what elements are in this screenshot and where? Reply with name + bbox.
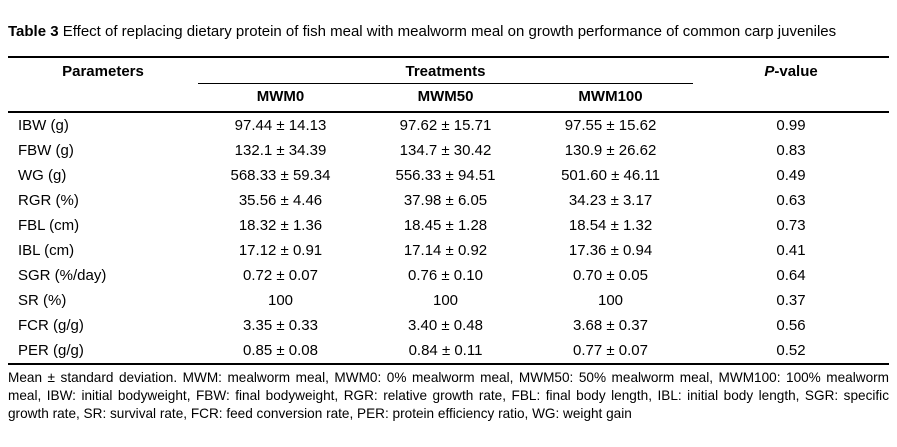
table-row: FBW (g) 132.1 ± 34.39 134.7 ± 30.42 130.… bbox=[8, 138, 889, 163]
row-parameter: FCR (g/g) bbox=[18, 317, 84, 334]
row-parameter: SGR (%/day) bbox=[18, 267, 107, 284]
row-mwm50-value: 0.76 ± 0.10 bbox=[408, 267, 483, 284]
row-mwm0-value: 3.35 ± 0.33 bbox=[243, 317, 318, 334]
pvalue-rest: -value bbox=[774, 63, 818, 81]
row-mwm0-value: 100 bbox=[267, 292, 294, 309]
row-parameter: IBL (cm) bbox=[18, 242, 75, 259]
col-subheader-empty-right bbox=[693, 83, 890, 113]
table-row: WG (g) 568.33 ± 59.34 556.33 ± 94.51 501… bbox=[8, 163, 889, 188]
table-row: FBL (cm) 18.32 ± 1.36 18.45 ± 1.28 18.54… bbox=[8, 213, 889, 238]
row-pvalue: 0.49 bbox=[776, 167, 806, 184]
col-header-mwm100: MWM100 bbox=[528, 83, 694, 113]
table-row: RGR (%) 35.56 ± 4.46 37.98 ± 6.05 34.23 … bbox=[8, 188, 889, 213]
row-pvalue: 0.73 bbox=[776, 217, 806, 234]
row-parameter: PER (g/g) bbox=[8, 338, 198, 365]
header-row-treatments: MWM0 MWM50 MWM100 bbox=[8, 83, 890, 113]
row-parameter: RGR (%) bbox=[18, 192, 79, 209]
row-mwm50-value: 556.33 ± 94.51 bbox=[395, 167, 496, 184]
table-row: IBW (g) 97.44 ± 14.13 97.62 ± 15.71 97.5… bbox=[8, 112, 889, 138]
table-row: SR (%) 100 100 100 0.37 bbox=[8, 288, 889, 313]
row-mwm50-value: 37.98 ± 6.05 bbox=[403, 192, 488, 209]
row-mwm0-value: 568.33 ± 59.34 bbox=[230, 167, 331, 184]
row-pvalue: 0.41 bbox=[776, 242, 806, 259]
header-row-groups: Parameters Treatments P-value bbox=[8, 57, 889, 84]
row-pvalue: 0.99 bbox=[776, 117, 806, 134]
row-mwm100-value: 130.9 ± 26.62 bbox=[564, 142, 657, 159]
row-parameter: FBW (g) bbox=[18, 142, 74, 159]
row-mwm50-value: 17.14 ± 0.92 bbox=[403, 242, 488, 259]
row-mwm100-value: 100 bbox=[598, 292, 624, 309]
table-row: IBL (cm) 17.12 ± 0.91 17.14 ± 0.92 17.36… bbox=[8, 238, 889, 263]
row-mwm50-value: 100 bbox=[432, 292, 459, 309]
table-caption-text: Effect of replacing dietary protein of f… bbox=[58, 23, 837, 40]
row-mwm0-value: 18.32 ± 1.36 bbox=[238, 217, 323, 234]
row-parameter: FBL (cm) bbox=[18, 217, 80, 234]
row-mwm0-value: 0.85 ± 0.08 bbox=[198, 338, 363, 365]
row-mwm100-value: 0.77 ± 0.07 bbox=[528, 338, 694, 365]
row-mwm100-value: 3.68 ± 0.37 bbox=[573, 317, 648, 334]
row-parameter: WG (g) bbox=[18, 167, 67, 184]
results-table: Parameters Treatments P-value MWM0 MWM50… bbox=[8, 56, 890, 365]
col-header-mwm50: MWM50 bbox=[363, 83, 528, 113]
row-mwm0-value: 132.1 ± 34.39 bbox=[234, 142, 327, 159]
col-header-parameters: Parameters bbox=[62, 63, 144, 81]
row-pvalue: 0.64 bbox=[776, 267, 806, 284]
row-mwm100-value: 34.23 ± 3.17 bbox=[568, 192, 653, 209]
paper-table-page: Table 3 Effect of replacing dietary prot… bbox=[8, 22, 890, 421]
table-caption-label: Table 3 bbox=[8, 23, 59, 40]
table-row: SGR (%/day) 0.72 ± 0.07 0.76 ± 0.10 0.70… bbox=[8, 263, 889, 288]
row-parameter: SR (%) bbox=[18, 292, 67, 309]
row-mwm0-value: 97.44 ± 14.13 bbox=[234, 117, 327, 134]
col-header-mwm0: MWM0 bbox=[198, 83, 363, 113]
row-pvalue: 0.83 bbox=[776, 142, 806, 159]
row-mwm100-value: 0.70 ± 0.05 bbox=[573, 267, 648, 284]
row-mwm0-value: 0.72 ± 0.07 bbox=[243, 267, 318, 284]
row-mwm50-value: 97.62 ± 15.71 bbox=[399, 117, 492, 134]
row-mwm100-value: 501.60 ± 46.11 bbox=[561, 167, 660, 184]
row-mwm0-value: 35.56 ± 4.46 bbox=[238, 192, 323, 209]
row-mwm0-value: 17.12 ± 0.91 bbox=[238, 242, 323, 259]
row-mwm50-value: 18.45 ± 1.28 bbox=[403, 217, 488, 234]
col-header-pvalue: P-value bbox=[693, 57, 889, 84]
table-caption: Table 3 Effect of replacing dietary prot… bbox=[8, 22, 889, 41]
pvalue-italic-p: P bbox=[764, 63, 775, 81]
col-header-treatments: Treatments bbox=[198, 57, 694, 84]
row-mwm100-value: 18.54 ± 1.32 bbox=[568, 217, 653, 234]
row-mwm50-value: 3.40 ± 0.48 bbox=[408, 317, 483, 334]
row-mwm50-value: 134.7 ± 30.42 bbox=[399, 142, 492, 159]
row-mwm100-value: 97.55 ± 15.62 bbox=[564, 117, 657, 134]
table-footnote: Mean ± standard deviation. MWM: mealworm… bbox=[8, 370, 889, 421]
row-mwm100-value: 17.36 ± 0.94 bbox=[568, 242, 653, 259]
row-pvalue: 0.52 bbox=[693, 338, 890, 365]
row-pvalue: 0.56 bbox=[776, 317, 806, 334]
row-pvalue: 0.37 bbox=[776, 292, 806, 309]
row-parameter: IBW (g) bbox=[18, 117, 69, 134]
table-row: PER (g/g) 0.85 ± 0.08 0.84 ± 0.11 0.77 ±… bbox=[8, 338, 890, 365]
row-mwm50-value: 0.84 ± 0.11 bbox=[363, 338, 528, 365]
table-row: FCR (g/g) 3.35 ± 0.33 3.40 ± 0.48 3.68 ±… bbox=[8, 313, 889, 338]
row-pvalue: 0.63 bbox=[776, 192, 806, 209]
col-subheader-empty-left bbox=[8, 83, 198, 113]
